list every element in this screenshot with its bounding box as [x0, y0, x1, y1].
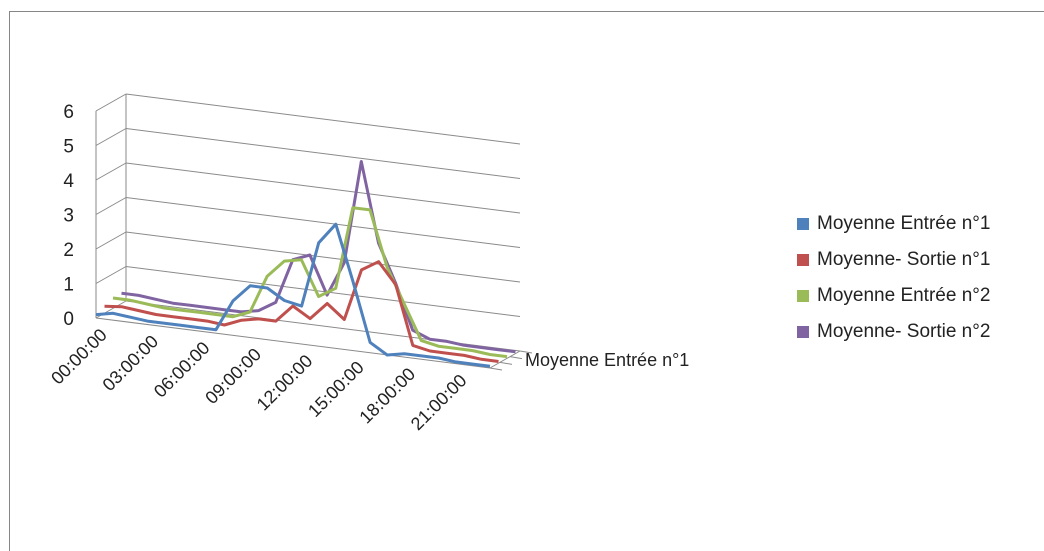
series-line-0 [95, 222, 491, 368]
depth-tick-3 [519, 350, 533, 354]
legend-item-1: Moyenne- Sortie n°1 [797, 242, 990, 278]
gridline-2 [125, 231, 521, 283]
legend-label-3: Moyenne- Sortie n°2 [817, 321, 991, 342]
chart-frame [9, 11, 1044, 551]
gridline-side-1 [95, 266, 127, 284]
legend-swatch-1 [797, 254, 809, 266]
y-tick-label-6: 6 [63, 102, 74, 123]
series-line-2 [112, 206, 508, 359]
y-tick-label-0: 0 [63, 309, 74, 330]
gridline-4 [125, 162, 521, 214]
gridline-5 [125, 128, 521, 179]
y-tick-label-1: 1 [63, 275, 74, 296]
legend-swatch-3 [797, 326, 809, 338]
gridline-1 [125, 266, 521, 317]
gridline-side-3 [95, 197, 127, 215]
legend-item-2: Moyenne Entrée n°2 [797, 278, 990, 314]
depth-axis-label: Moyenne Entrée n°1 [525, 350, 689, 370]
gridline-side-2 [95, 231, 127, 250]
legend-label-2: Moyenne Entrée n°2 [817, 285, 991, 306]
depth-tick-0 [489, 367, 503, 371]
y-tick-label-5: 5 [63, 137, 74, 158]
x-axis-line [95, 317, 491, 369]
depth-axis-line [489, 350, 521, 369]
y-tick-label-2: 2 [63, 240, 74, 261]
legend-label-1: Moyenne- Sortie n°1 [817, 249, 991, 270]
depth-tick-2 [509, 356, 523, 360]
y-tick-label-3: 3 [63, 206, 74, 227]
gridline-side-4 [95, 162, 127, 181]
y-tick-label-4: 4 [63, 171, 74, 192]
legend: Moyenne Entrée n°1 Moyenne- Sortie n°1 M… [797, 206, 990, 350]
gridline-3 [125, 197, 521, 248]
legend-swatch-0 [797, 218, 809, 230]
legend-item-0: Moyenne Entrée n°1 [797, 206, 990, 242]
gridline-6 [125, 93, 521, 145]
legend-label-0: Moyenne Entrée n°1 [817, 213, 991, 234]
series-line-1 [104, 260, 499, 363]
depth-tick-1 [499, 361, 513, 365]
legend-item-3: Moyenne- Sortie n°2 [797, 314, 990, 350]
gridline-side-6 [95, 93, 127, 112]
series-line-3 [121, 160, 516, 354]
gridline-side-5 [95, 128, 127, 146]
legend-swatch-2 [797, 290, 809, 302]
